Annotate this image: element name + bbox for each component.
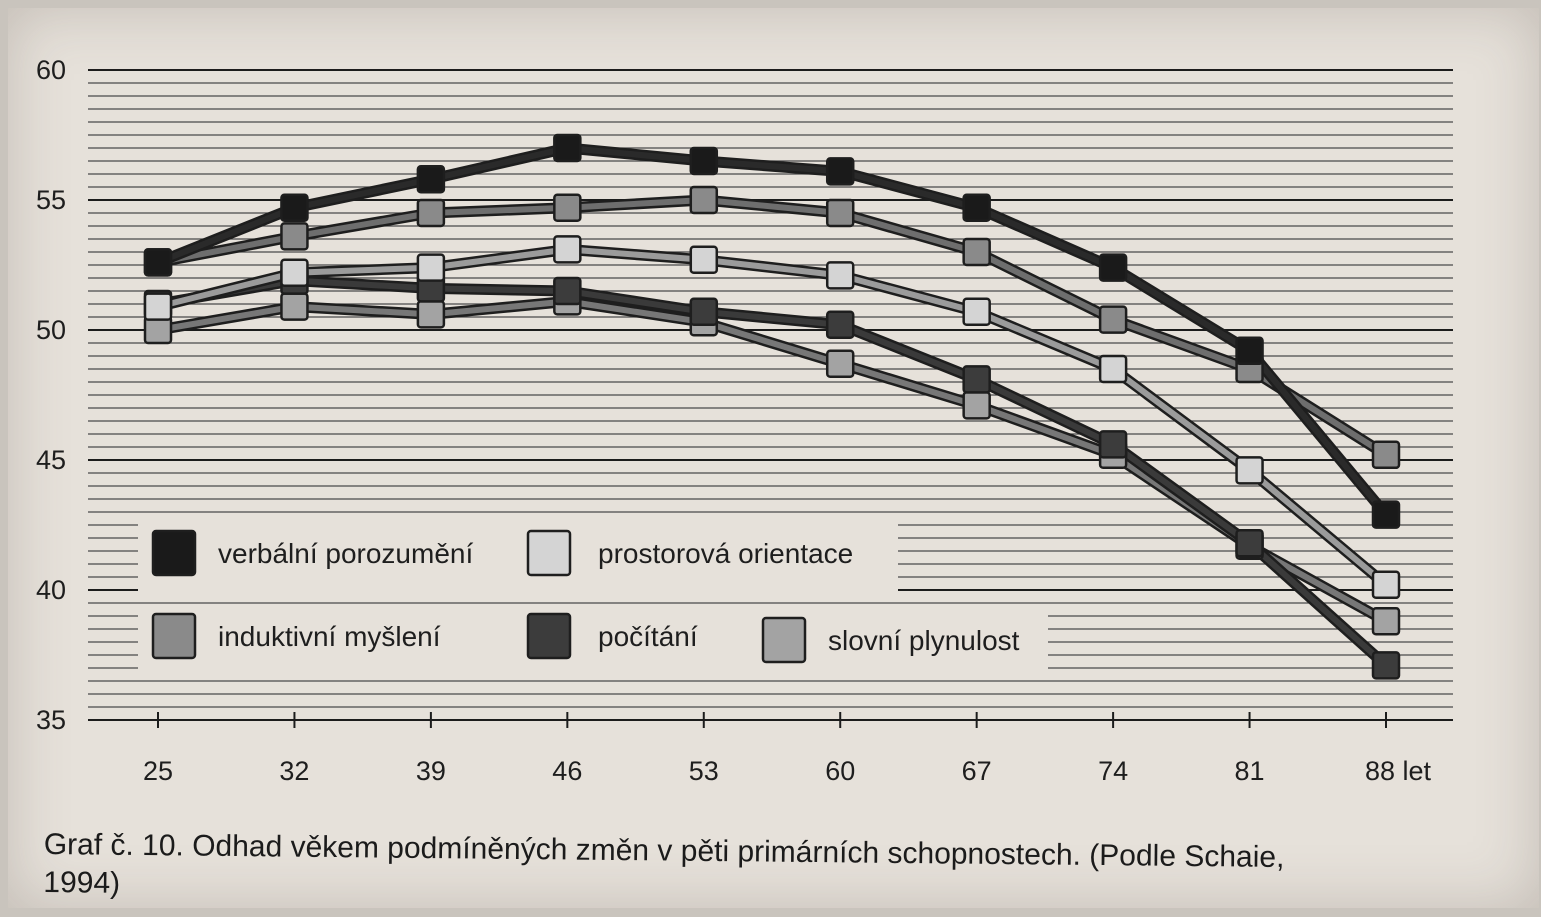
data-point-marker (1371, 606, 1401, 636)
data-point-marker (962, 391, 991, 420)
legend-swatch (151, 529, 197, 577)
legend-swatch (761, 616, 807, 664)
series-line (157, 277, 1389, 668)
data-point-marker (280, 193, 309, 223)
line-chart: 35 40 45 50 55 60 25 32 39 46 53 60 67 74 81 88 let ve… (36, 55, 1453, 786)
y-tick-label: 60 (36, 55, 66, 85)
data-point-marker (553, 193, 582, 223)
x-tick-label: 46 (552, 756, 582, 786)
y-axis-ticks: 35 40 45 50 55 60 (36, 55, 66, 735)
data-point-marker (280, 292, 309, 321)
data-point-marker (1235, 528, 1264, 558)
data-point-marker (416, 198, 446, 228)
y-tick-label: 45 (36, 445, 66, 475)
legend: verbální porozumění prostorová orientace i… (138, 523, 1048, 674)
data-point-marker (143, 292, 173, 321)
data-point-marker (280, 222, 309, 251)
legend-swatch (526, 529, 572, 577)
series-lines (155, 142, 1391, 670)
data-point-marker (416, 300, 446, 329)
y-tick-label: 55 (36, 185, 66, 215)
legend-swatch (526, 612, 572, 660)
data-point-marker (143, 315, 173, 345)
data-point-marker (143, 248, 173, 277)
legend-label: verbální porozumění (218, 538, 473, 569)
data-point-marker (825, 310, 855, 340)
data-point-marker (416, 253, 446, 282)
data-point-marker (689, 245, 719, 275)
x-tick-label: 39 (416, 756, 446, 786)
y-tick-label: 35 (36, 705, 66, 735)
legend-background (138, 606, 1048, 674)
data-point-marker (1098, 253, 1128, 282)
data-point-marker (825, 198, 855, 228)
series-markers (143, 133, 1401, 680)
legend-label: prostorová orientace (598, 538, 853, 569)
data-point-marker (962, 193, 991, 223)
series-line (157, 246, 1388, 588)
y-tick-label: 40 (36, 575, 66, 605)
x-tick-label: 88 let (1365, 756, 1432, 786)
data-point-marker (1371, 570, 1401, 600)
data-point-marker (280, 258, 309, 288)
data-point-marker (1098, 430, 1128, 459)
data-point-marker (689, 146, 719, 176)
x-tick-label: 53 (689, 756, 719, 786)
figure-caption: Graf č. 10. Odhad věkem podmíněných změn… (43, 826, 1464, 917)
x-tick-label: 60 (825, 756, 855, 786)
data-point-marker (825, 261, 855, 290)
data-point-marker (962, 365, 991, 394)
data-point-marker (553, 276, 582, 306)
series-line (157, 197, 1388, 458)
data-point-marker (1235, 336, 1264, 366)
data-point-marker (689, 297, 719, 327)
data-point-marker (1371, 651, 1401, 680)
data-point-marker (416, 164, 446, 194)
data-point-marker (1098, 305, 1128, 334)
data-point-marker (962, 237, 991, 267)
x-tick-label: 67 (962, 756, 992, 786)
x-tick-label: 32 (279, 756, 309, 786)
data-point-marker (825, 349, 855, 379)
data-point-marker (1235, 456, 1264, 485)
legend-swatch (151, 612, 197, 660)
x-tick-label: 81 (1235, 756, 1265, 786)
x-tick-label: 74 (1098, 756, 1128, 786)
x-axis: 25 32 39 46 53 60 67 74 81 88 let (143, 712, 1432, 786)
data-point-marker (1371, 440, 1401, 470)
series-line (156, 145, 1389, 517)
book-page: 35 40 45 50 55 60 25 32 39 46 53 60 67 74 81 88 let ve… (8, 8, 1539, 908)
x-tick-label: 25 (143, 756, 173, 786)
legend-label: slovní plynulost (828, 625, 1020, 656)
data-point-marker (962, 297, 991, 327)
data-point-marker (825, 157, 855, 186)
legend-label: induktivní myšlení (218, 621, 441, 652)
data-point-marker (689, 185, 719, 215)
data-point-marker (553, 235, 582, 264)
y-tick-label: 50 (36, 315, 66, 345)
data-point-marker (1098, 354, 1128, 384)
data-point-marker (553, 133, 582, 163)
legend-background (138, 523, 898, 591)
data-point-marker (1371, 500, 1401, 529)
legend-label: počítání (598, 621, 698, 652)
